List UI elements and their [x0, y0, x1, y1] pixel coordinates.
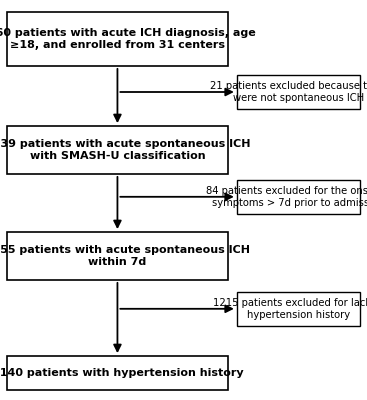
FancyBboxPatch shape [7, 12, 228, 66]
Text: 3355 patients with acute spontaneous ICH
within 7d: 3355 patients with acute spontaneous ICH… [0, 245, 250, 267]
Text: 3439 patients with acute spontaneous ICH
with SMASH-U classification: 3439 patients with acute spontaneous ICH… [0, 139, 250, 161]
Text: 21 patients excluded because they
were not spontaneous ICH: 21 patients excluded because they were n… [211, 81, 367, 103]
Text: 2140 patients with hypertension history: 2140 patients with hypertension history [0, 368, 243, 378]
Text: 1215 patients excluded for lack of
hypertension history: 1215 patients excluded for lack of hyper… [213, 298, 367, 320]
FancyBboxPatch shape [237, 180, 360, 214]
Text: 3460 patients with acute ICH diagnosis, age
≥18, and enrolled from 31 centers: 3460 patients with acute ICH diagnosis, … [0, 28, 255, 50]
Text: 84 patients excluded for the onset of
symptoms > 7d prior to admission: 84 patients excluded for the onset of sy… [206, 186, 367, 208]
FancyBboxPatch shape [7, 356, 228, 390]
FancyBboxPatch shape [237, 292, 360, 326]
FancyBboxPatch shape [237, 75, 360, 109]
FancyBboxPatch shape [7, 126, 228, 174]
FancyBboxPatch shape [7, 232, 228, 280]
